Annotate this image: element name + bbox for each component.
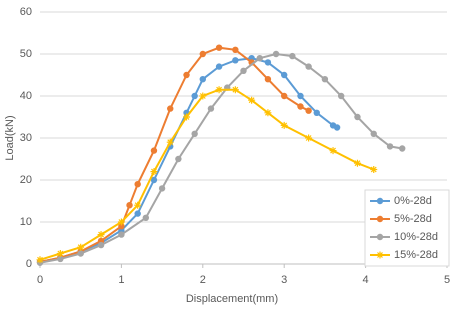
marker xyxy=(134,210,141,217)
legend-label: 5%-28d xyxy=(394,213,432,225)
marker xyxy=(264,76,272,83)
marker xyxy=(215,44,223,51)
series-line xyxy=(39,52,403,264)
marker xyxy=(77,250,84,257)
marker xyxy=(97,231,105,239)
marker xyxy=(281,92,288,100)
y-tick-label: 40 xyxy=(20,90,32,102)
marker xyxy=(150,147,158,154)
marker xyxy=(321,76,329,83)
legend-label: 0%-28d xyxy=(394,195,432,207)
marker xyxy=(150,168,158,176)
marker xyxy=(313,109,320,117)
x-axis-label: Displacement(mm) xyxy=(186,293,278,305)
marker xyxy=(399,145,406,152)
marker xyxy=(386,143,394,150)
x-tick-label: 5 xyxy=(444,274,450,286)
marker xyxy=(56,250,64,257)
y-tick-label: 60 xyxy=(20,6,32,18)
marker xyxy=(118,231,125,238)
x-tick-label: 0 xyxy=(37,274,43,286)
marker xyxy=(248,96,256,104)
marker xyxy=(281,71,288,79)
marker xyxy=(240,67,247,75)
marker xyxy=(191,92,198,100)
marker xyxy=(215,86,223,94)
marker xyxy=(333,124,341,131)
y-axis-label: Load(kN) xyxy=(4,115,16,160)
legend-label: 15%-28d xyxy=(394,249,438,261)
marker xyxy=(134,181,141,188)
marker xyxy=(199,92,207,100)
marker xyxy=(264,59,272,66)
y-tick-label: 20 xyxy=(20,174,32,186)
series-line xyxy=(39,57,338,263)
marker xyxy=(166,138,174,146)
legend-label: 10%-28d xyxy=(394,231,438,243)
marker xyxy=(150,176,158,184)
y-tick-label: 10 xyxy=(20,216,32,228)
marker xyxy=(305,107,312,114)
marker xyxy=(231,86,239,94)
marker xyxy=(370,130,377,137)
marker xyxy=(175,155,182,163)
marker xyxy=(305,63,312,70)
marker xyxy=(199,50,206,58)
x-tick-label: 3 xyxy=(281,274,287,286)
x-tick-label: 2 xyxy=(200,274,206,286)
series-line xyxy=(39,46,310,263)
x-tick-label: 4 xyxy=(363,274,369,286)
marker xyxy=(354,113,361,121)
marker xyxy=(215,63,223,70)
marker xyxy=(289,52,296,60)
legend-marker xyxy=(376,197,384,205)
marker xyxy=(280,121,288,129)
marker xyxy=(183,113,191,121)
marker xyxy=(36,256,44,264)
marker xyxy=(183,71,190,79)
marker xyxy=(77,243,85,251)
marker xyxy=(142,214,150,221)
x-tick-label: 1 xyxy=(118,274,124,286)
y-tick-label: 50 xyxy=(20,48,32,60)
marker xyxy=(207,105,215,112)
marker xyxy=(337,92,345,100)
marker xyxy=(329,147,337,155)
marker xyxy=(297,92,304,100)
marker xyxy=(191,130,198,137)
marker xyxy=(199,76,206,83)
marker xyxy=(158,185,166,192)
marker xyxy=(134,201,142,209)
marker xyxy=(370,166,378,173)
marker xyxy=(232,46,239,53)
marker xyxy=(353,159,361,167)
marker xyxy=(305,134,313,142)
legend-marker xyxy=(376,233,384,241)
y-tick-label: 0 xyxy=(26,258,32,270)
marker xyxy=(167,105,174,112)
legend-marker xyxy=(376,215,384,223)
marker xyxy=(297,103,304,110)
marker xyxy=(97,241,105,249)
marker xyxy=(272,50,280,58)
marker xyxy=(264,109,272,117)
marker xyxy=(126,202,133,209)
legend-marker xyxy=(376,251,384,259)
marker xyxy=(57,255,64,263)
marker xyxy=(232,57,239,64)
marker xyxy=(118,223,125,230)
marker xyxy=(117,218,125,226)
y-tick-label: 30 xyxy=(20,132,32,144)
marker xyxy=(256,55,263,62)
